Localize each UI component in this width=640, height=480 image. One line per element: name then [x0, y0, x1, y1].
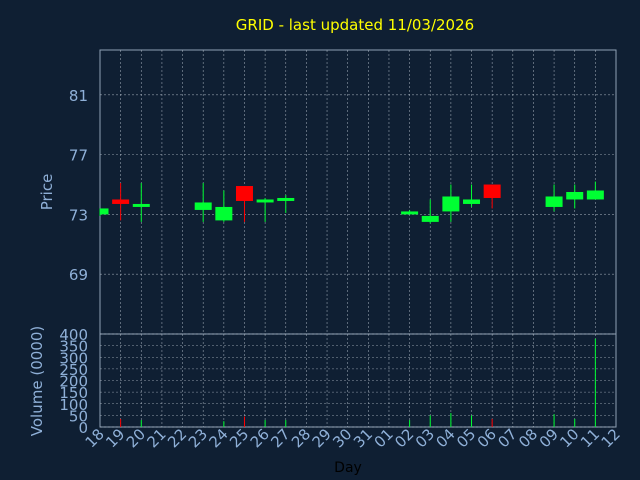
candle-body	[586, 190, 604, 200]
x-axis-label: Day	[334, 460, 362, 476]
candle-body	[566, 192, 584, 200]
candle-body	[483, 184, 501, 198]
volume-tick-label: 400	[59, 326, 88, 344]
candle-body	[277, 197, 295, 201]
price-panel: 69 73 77 81	[69, 49, 617, 335]
chart-title: GRID - last updated 11/03/2026	[236, 16, 474, 34]
volume-tick-label: 350	[59, 338, 88, 356]
candle-body	[132, 203, 150, 207]
price-tick-label: 69	[69, 266, 88, 284]
candle-body	[194, 202, 212, 210]
volume-tick-label: 100	[59, 396, 88, 414]
candle-body	[235, 186, 253, 201]
candle-body	[256, 199, 274, 203]
price-tick-label: 77	[69, 147, 88, 165]
candle-body	[112, 199, 130, 204]
candle-body	[463, 199, 481, 204]
candle-body	[442, 196, 460, 212]
volume-tick-label: 250	[59, 361, 88, 379]
candle-body	[100, 208, 109, 215]
candle-body	[215, 206, 233, 221]
volume-tick-label: 300	[59, 349, 88, 367]
candle-body	[421, 215, 439, 222]
volume-tick-label: 0	[78, 419, 88, 437]
volume-tick-label: 150	[59, 384, 88, 402]
price-axis-label: Price	[38, 174, 56, 211]
candle-body	[545, 196, 563, 207]
price-tick-label: 73	[69, 206, 88, 224]
candle-body	[401, 211, 419, 215]
volume-tick-label: 50	[69, 407, 88, 425]
price-tick-label: 81	[69, 87, 88, 105]
volume-tick-label: 200	[59, 373, 88, 391]
volume-axis-label: Volume (0000)	[28, 326, 46, 436]
